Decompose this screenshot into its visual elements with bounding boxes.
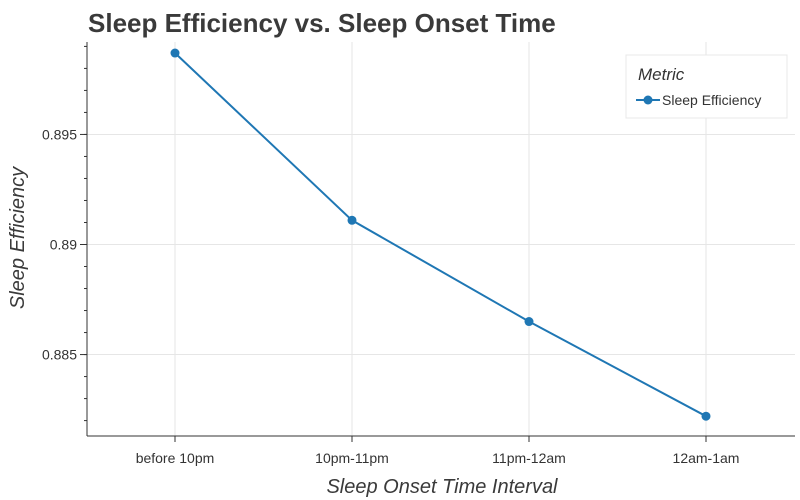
legend-label-sleep-efficiency: Sleep Efficiency	[662, 92, 761, 108]
data-point	[170, 48, 180, 58]
y-tick-label: 0.895	[42, 126, 77, 142]
legend: Metric Sleep Efficiency	[625, 54, 788, 119]
legend-box	[625, 54, 788, 119]
legend-marker-swatch	[643, 95, 653, 105]
x-tick-label: 11pm-12am	[492, 450, 566, 466]
data-point	[347, 215, 357, 225]
data-point	[701, 411, 711, 421]
x-tick-label: before 10pm	[136, 450, 215, 466]
chart-title: Sleep Efficiency vs. Sleep Onset Time	[88, 8, 556, 38]
y-tick-label: 0.885	[42, 347, 77, 363]
data-point	[524, 317, 534, 327]
series-layer	[170, 48, 711, 421]
axes: 0.885 0.89 0.895 before 10pm 10pm-11pm 11pm-1…	[42, 42, 795, 466]
x-tick-label: 12am-1am	[673, 450, 740, 466]
series-line-sleep-efficiency	[174, 52, 707, 418]
y-tick-label: 0.89	[50, 237, 77, 253]
x-axis-title: Sleep Onset Time Interval	[326, 476, 558, 498]
legend-title: Metric	[638, 65, 685, 84]
y-axis-title: Sleep Efficiency	[7, 166, 29, 309]
x-tick-label: 10pm-11pm	[315, 450, 389, 466]
